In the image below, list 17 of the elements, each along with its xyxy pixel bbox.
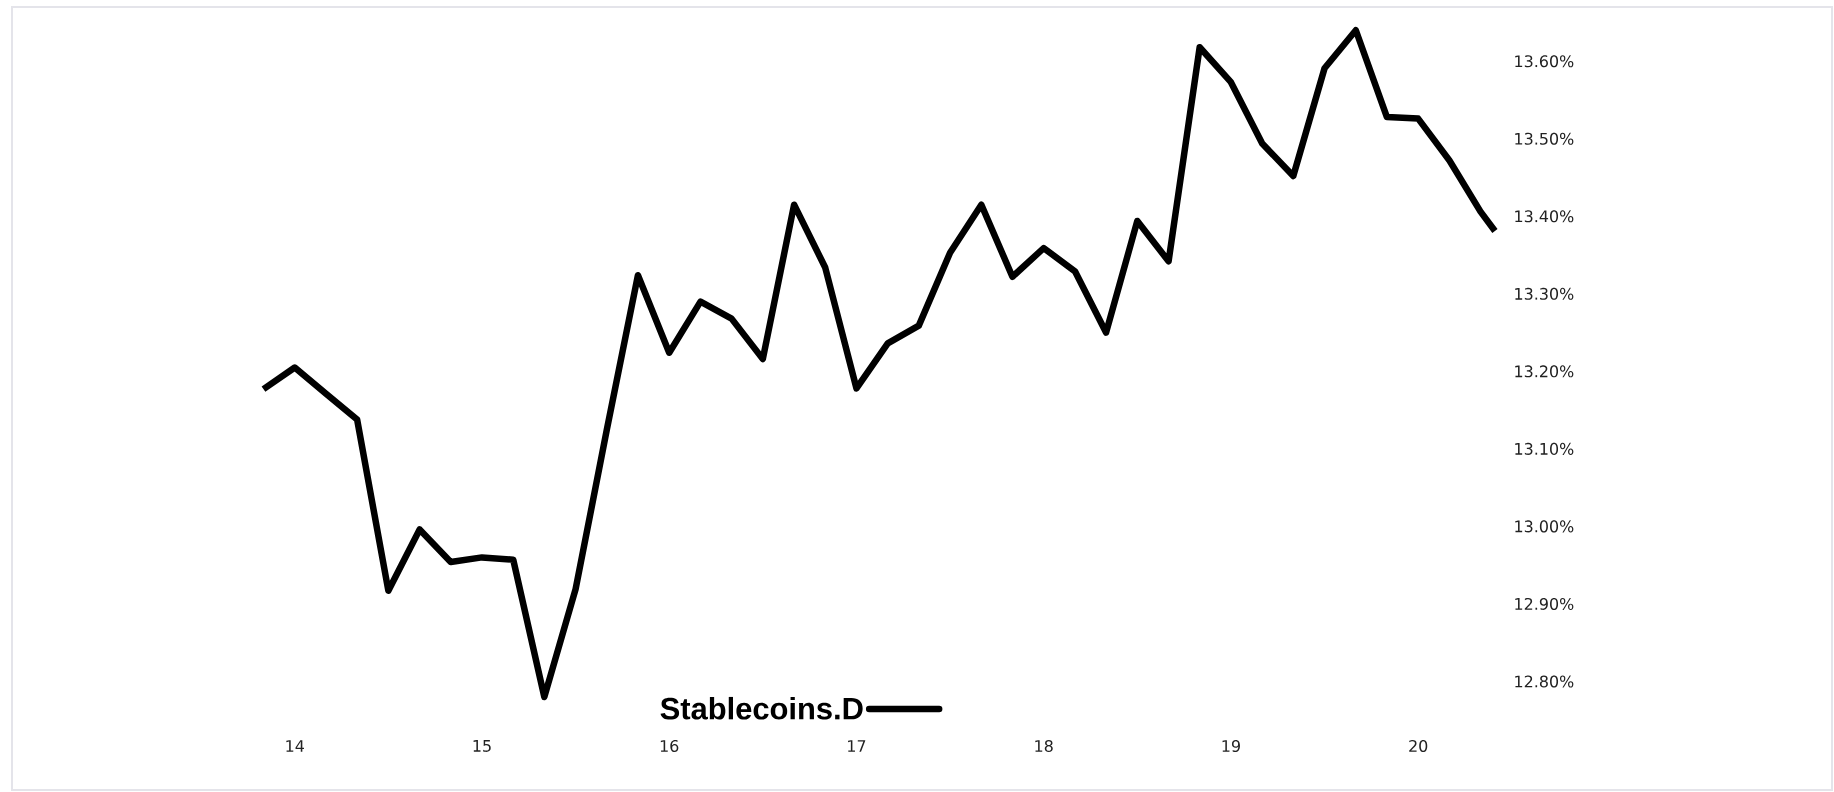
x-tick-label: 18	[1035, 739, 1053, 753]
legend-label: Stablecoins.D	[660, 696, 863, 720]
y-tick-label: 13.40%	[1515, 210, 1574, 223]
y-tick-label: 12.90%	[1515, 597, 1574, 610]
x-tick-label: 17	[848, 740, 866, 752]
y-tick-label: 12.80%	[1515, 675, 1574, 688]
y-tick-label: 13.50%	[1515, 132, 1574, 145]
x-tick-label: 14	[286, 740, 304, 752]
y-tick-label: 13.30%	[1515, 287, 1574, 300]
x-tick-label: 19	[1222, 739, 1240, 753]
x-tick-label: 16	[660, 739, 679, 753]
y-tick-label: 13.60%	[1515, 55, 1574, 68]
y-tick-label: 13.10%	[1515, 442, 1574, 455]
x-tick-label: 20	[1409, 739, 1428, 753]
y-tick-label: 13.00%	[1515, 520, 1574, 533]
x-tick-label: 15	[473, 740, 491, 752]
y-tick-label: 13.20%	[1515, 365, 1574, 378]
